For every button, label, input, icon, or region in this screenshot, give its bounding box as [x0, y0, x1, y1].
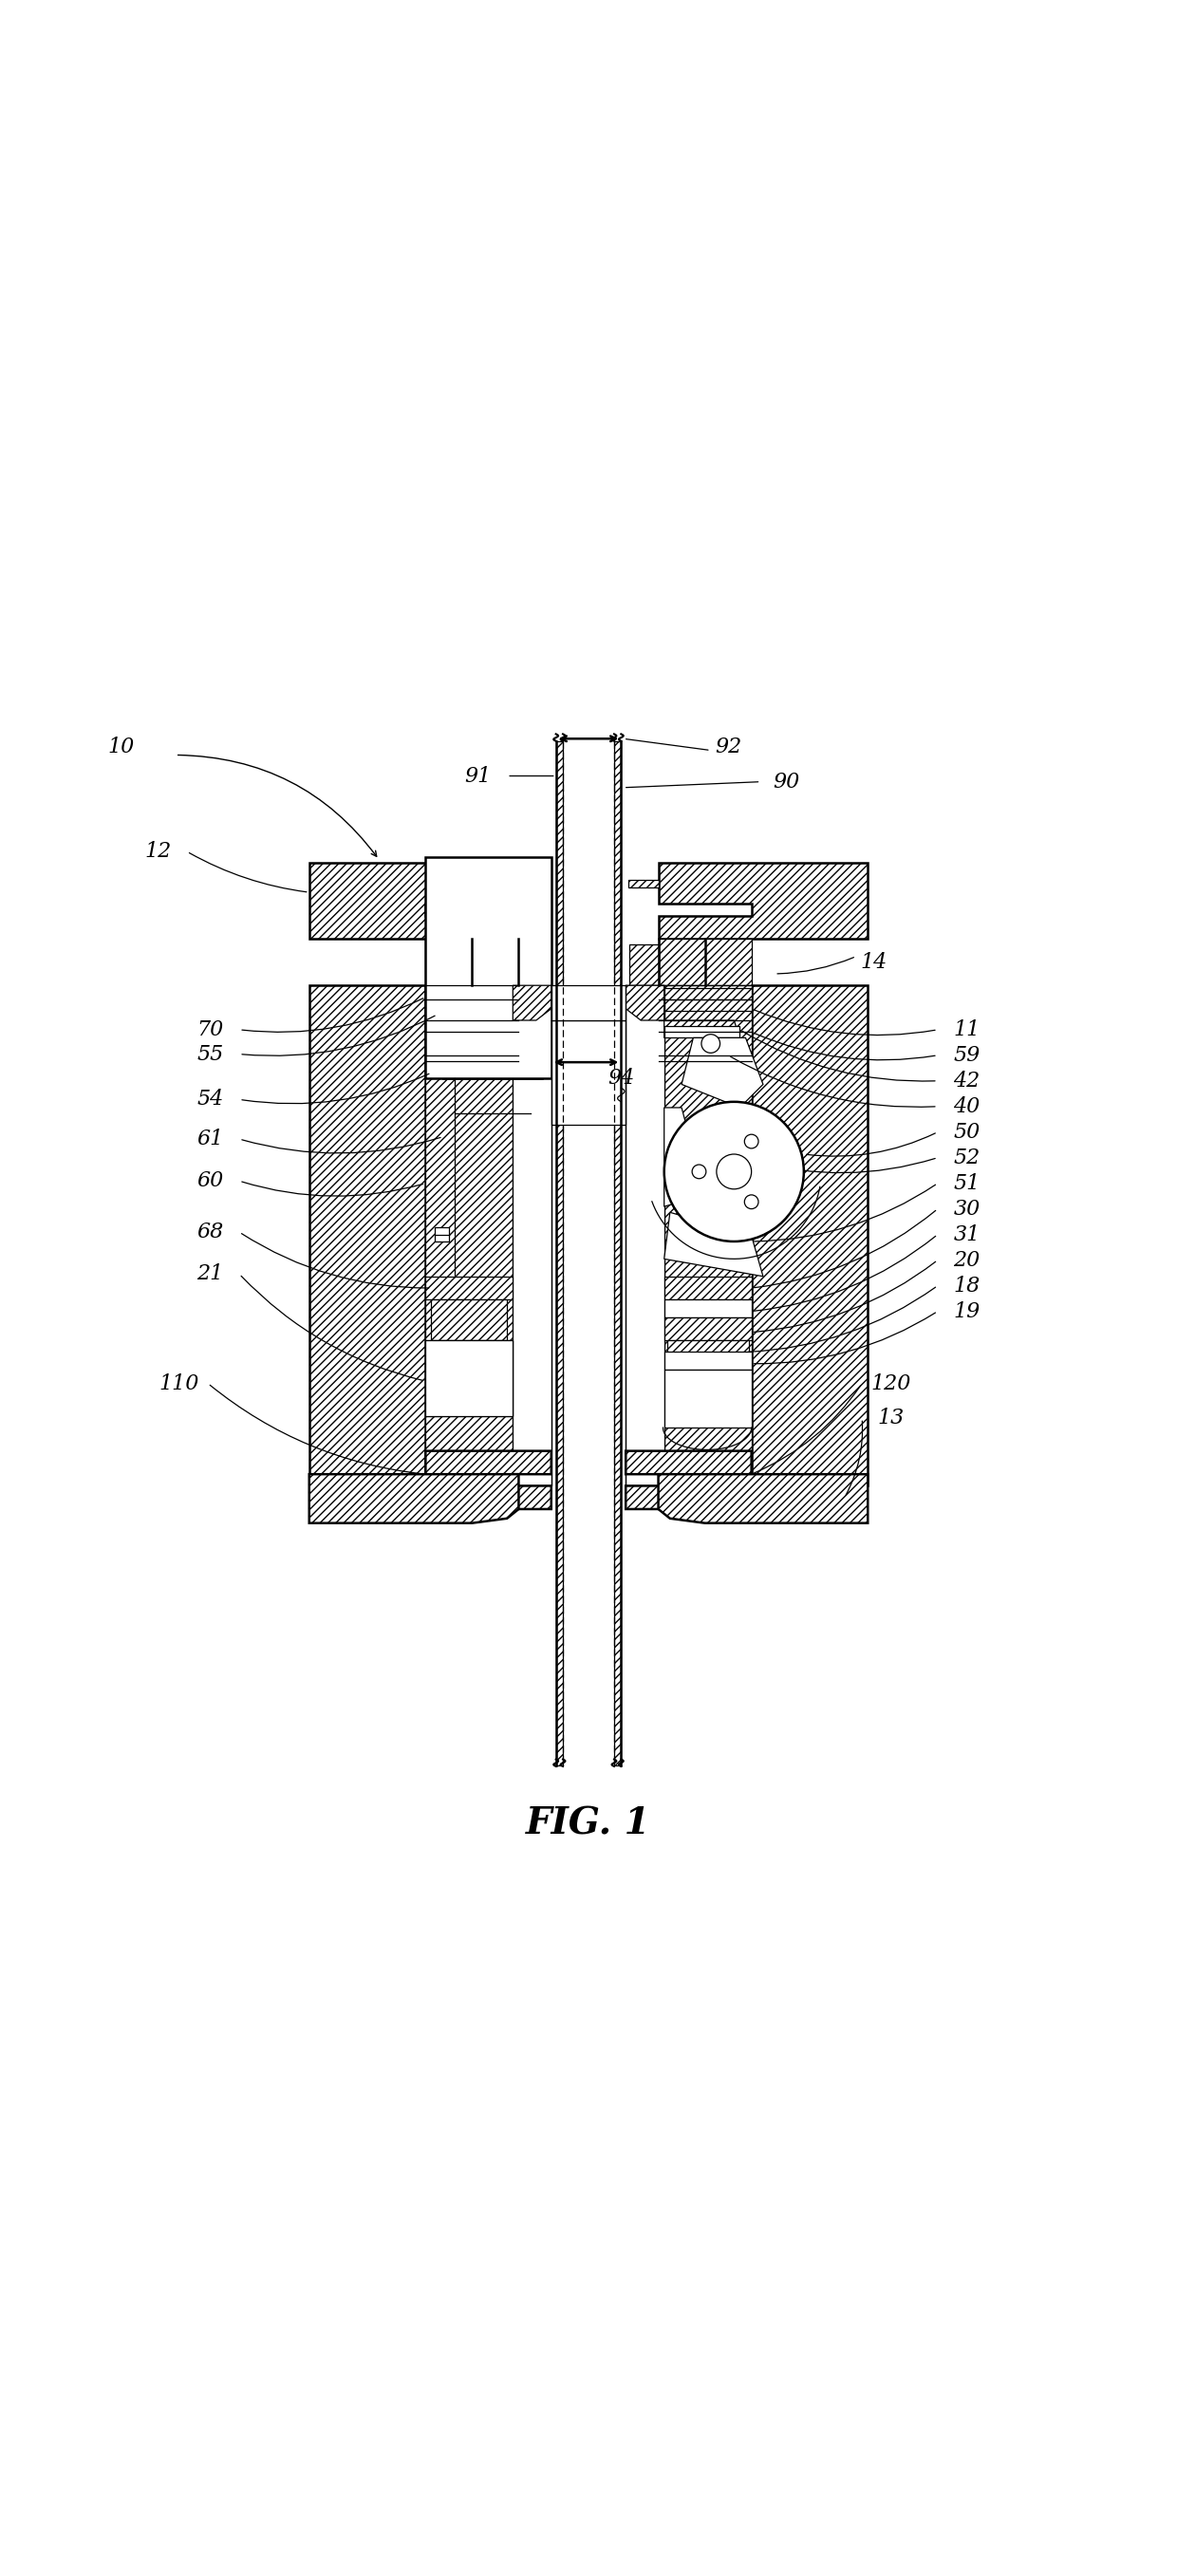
Polygon shape	[551, 1020, 626, 1126]
Polygon shape	[751, 987, 867, 1486]
Polygon shape	[614, 742, 621, 1765]
Text: 70: 70	[197, 1020, 224, 1041]
Polygon shape	[434, 1229, 448, 1242]
Text: 91: 91	[465, 765, 491, 786]
Text: 10: 10	[107, 737, 134, 757]
Text: 120: 120	[871, 1373, 911, 1394]
Text: 92: 92	[714, 737, 742, 757]
Text: 54: 54	[197, 1090, 224, 1110]
Text: 40: 40	[953, 1095, 980, 1118]
Polygon shape	[426, 987, 513, 999]
Text: FIG. 1: FIG. 1	[526, 1806, 651, 1842]
Text: 20: 20	[953, 1249, 980, 1270]
Polygon shape	[310, 1473, 519, 1522]
Text: 51: 51	[953, 1172, 980, 1193]
Text: 59: 59	[953, 1046, 980, 1066]
Text: 110: 110	[159, 1373, 199, 1394]
Polygon shape	[551, 987, 626, 1020]
Text: 30: 30	[953, 1198, 980, 1218]
Circle shape	[701, 1036, 720, 1054]
Text: 13: 13	[878, 1409, 904, 1430]
Text: 11: 11	[953, 1020, 980, 1041]
Polygon shape	[664, 987, 751, 1486]
Polygon shape	[658, 938, 751, 987]
Polygon shape	[426, 1450, 551, 1510]
Polygon shape	[658, 1473, 867, 1522]
Polygon shape	[664, 1025, 740, 1038]
Polygon shape	[664, 1213, 763, 1275]
Polygon shape	[310, 863, 519, 938]
Polygon shape	[310, 987, 426, 1486]
Circle shape	[664, 1103, 804, 1242]
Polygon shape	[428, 987, 439, 999]
Text: 18: 18	[953, 1275, 980, 1296]
Text: 60: 60	[197, 1170, 224, 1190]
Polygon shape	[519, 945, 547, 987]
Polygon shape	[664, 1301, 751, 1316]
Polygon shape	[426, 858, 551, 1079]
Text: 42: 42	[953, 1072, 980, 1092]
Circle shape	[744, 1195, 758, 1208]
Circle shape	[717, 1154, 751, 1190]
Polygon shape	[434, 1352, 476, 1404]
Polygon shape	[626, 1450, 751, 1510]
Text: 21: 21	[197, 1265, 224, 1285]
Polygon shape	[629, 878, 658, 889]
Polygon shape	[513, 987, 551, 1020]
Polygon shape	[664, 1020, 740, 1038]
Polygon shape	[443, 881, 541, 1079]
Polygon shape	[681, 1038, 763, 1108]
Polygon shape	[626, 987, 664, 1020]
Text: 19: 19	[953, 1301, 980, 1321]
Polygon shape	[426, 1340, 513, 1417]
Polygon shape	[426, 1033, 513, 1061]
Polygon shape	[426, 1275, 513, 1301]
Text: 50: 50	[953, 1121, 980, 1144]
Text: 90: 90	[773, 770, 799, 793]
Polygon shape	[664, 1352, 751, 1370]
Polygon shape	[432, 1061, 513, 1079]
Text: 14: 14	[860, 951, 887, 974]
Circle shape	[692, 1164, 706, 1180]
Polygon shape	[426, 987, 513, 1486]
Text: 68: 68	[197, 1221, 224, 1242]
Polygon shape	[426, 938, 519, 987]
Text: 94: 94	[607, 1069, 634, 1090]
Text: 55: 55	[197, 1043, 224, 1064]
Polygon shape	[664, 987, 751, 999]
Polygon shape	[432, 1301, 507, 1340]
Circle shape	[744, 1133, 758, 1149]
Polygon shape	[426, 999, 525, 1020]
Polygon shape	[426, 1340, 513, 1417]
Polygon shape	[630, 945, 658, 987]
Text: 52: 52	[953, 1146, 980, 1167]
Polygon shape	[519, 878, 548, 889]
Text: 31: 31	[953, 1224, 980, 1244]
Polygon shape	[513, 987, 551, 1486]
Polygon shape	[667, 1340, 749, 1358]
Text: 61: 61	[197, 1128, 224, 1149]
Polygon shape	[664, 1370, 751, 1427]
Polygon shape	[556, 742, 563, 1765]
Polygon shape	[664, 1108, 705, 1206]
Polygon shape	[664, 1316, 751, 1340]
Polygon shape	[658, 863, 867, 938]
Polygon shape	[626, 987, 664, 1486]
Polygon shape	[664, 1275, 751, 1301]
Text: 12: 12	[145, 842, 172, 863]
